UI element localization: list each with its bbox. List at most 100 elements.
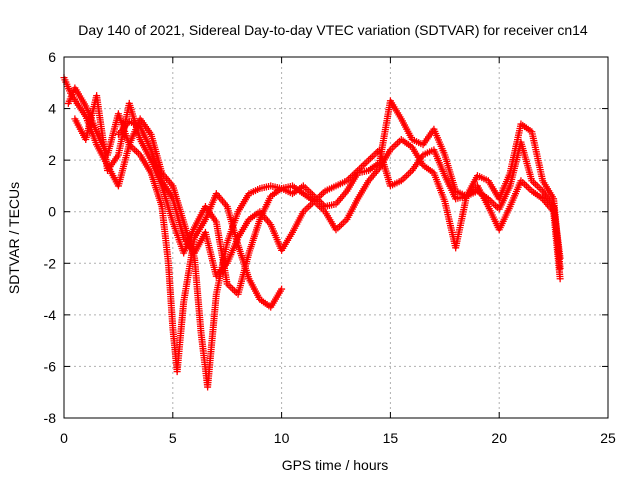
trace-marker [440, 195, 448, 203]
series-track-d [114, 117, 564, 283]
trace-marker [113, 153, 121, 161]
trace-marker [418, 153, 426, 161]
trace-marker [298, 188, 306, 196]
x-tick-label: 5 [169, 430, 177, 446]
trace-marker [440, 169, 448, 177]
trace-marker [330, 183, 338, 191]
trace-marker [276, 287, 284, 295]
trace-marker [168, 193, 176, 201]
trace-marker [548, 206, 556, 214]
trace-marker [460, 193, 468, 201]
trace-marker [319, 206, 327, 214]
trace-marker [167, 180, 175, 188]
trace-marker [527, 175, 535, 183]
trace-marker [298, 210, 306, 218]
trace-marker [395, 178, 403, 186]
trace-marker [134, 122, 142, 130]
trace-marker [537, 194, 545, 202]
y-tick-label: 4 [48, 101, 56, 117]
trace-marker [222, 261, 230, 269]
trace-marker [157, 200, 165, 208]
trace-marker [72, 97, 80, 105]
trace-marker [286, 182, 294, 190]
y-tick-label: -8 [44, 410, 57, 426]
data-points [60, 74, 564, 391]
y-tick-label: -4 [44, 307, 57, 323]
grid [64, 57, 608, 418]
y-tick-label: -6 [44, 358, 57, 374]
trace-marker [526, 126, 534, 134]
trace-marker [244, 217, 252, 225]
trace-marker [440, 149, 448, 157]
x-axis-label: GPS time / hours [282, 457, 389, 473]
trace-marker [417, 140, 425, 148]
trace-marker [341, 217, 349, 225]
trace-marker [179, 231, 187, 239]
trace-marker [134, 149, 142, 157]
x-tick-label: 20 [491, 430, 507, 446]
trace-marker [124, 119, 132, 127]
trace-marker [451, 193, 459, 201]
x-tick-label: 25 [600, 430, 616, 446]
trace-marker [556, 262, 564, 270]
trace-marker [233, 236, 241, 244]
trace-marker [407, 133, 415, 141]
trace-marker [92, 126, 100, 134]
trace-marker [276, 186, 284, 194]
x-tick-label: 15 [383, 430, 399, 446]
y-tick-label: 2 [48, 152, 56, 168]
trace-marker [374, 166, 382, 174]
trace-marker [157, 175, 165, 183]
trace-marker [190, 225, 198, 233]
trace-marker [211, 216, 219, 224]
trace-marker [385, 148, 393, 156]
trace-marker [212, 292, 220, 300]
trace-marker [353, 197, 361, 205]
trace-marker [81, 100, 89, 108]
trace-marker [406, 168, 414, 176]
trace-marker [341, 178, 349, 186]
trace-marker [406, 142, 414, 150]
trace-marker [200, 217, 208, 225]
trace-marker [330, 200, 338, 208]
trace-marker [255, 218, 263, 226]
trace-marker [526, 185, 534, 193]
trace-marker [362, 167, 370, 175]
trace-marker [505, 184, 513, 192]
trace-marker [538, 175, 546, 183]
trace-marker [233, 210, 241, 218]
trace-marker [146, 128, 154, 136]
trace-marker [287, 230, 295, 238]
trace-marker [265, 302, 273, 310]
trace-marker [363, 158, 371, 166]
trace-marker [244, 251, 252, 259]
trace-marker [556, 273, 564, 281]
y-axis-label: SDTVAR / TECUs [6, 182, 22, 294]
trace-marker [505, 205, 513, 213]
trace-marker [482, 176, 490, 184]
trace-marker [483, 200, 491, 208]
trace-marker [537, 185, 545, 193]
trace-marker [396, 113, 404, 121]
y-tick-label: 6 [48, 49, 56, 65]
trace-marker [428, 147, 436, 155]
x-tick-label: 10 [274, 430, 290, 446]
trace-marker [66, 87, 74, 95]
axis-ticks: 0 5 10 15 20 25 -8 -6 -4 -2 0 2 4 6 [44, 49, 616, 446]
trace-marker [244, 192, 252, 200]
trace-marker [222, 201, 230, 209]
trace-marker [363, 179, 371, 187]
plot-frame [63, 56, 609, 419]
trace-marker [223, 278, 231, 286]
trace-marker [265, 219, 273, 227]
trace-marker [223, 241, 231, 249]
trace-marker [352, 168, 360, 176]
trace-marker [319, 189, 327, 197]
x-tick-label: 0 [60, 430, 68, 446]
trace-marker [168, 216, 176, 224]
chart-title: Day 140 of 2021, Sidereal Day-to-day VTE… [78, 22, 588, 38]
trace-marker [254, 186, 262, 194]
y-tick-label: 0 [48, 204, 56, 220]
y-tick-label: -2 [44, 255, 57, 271]
